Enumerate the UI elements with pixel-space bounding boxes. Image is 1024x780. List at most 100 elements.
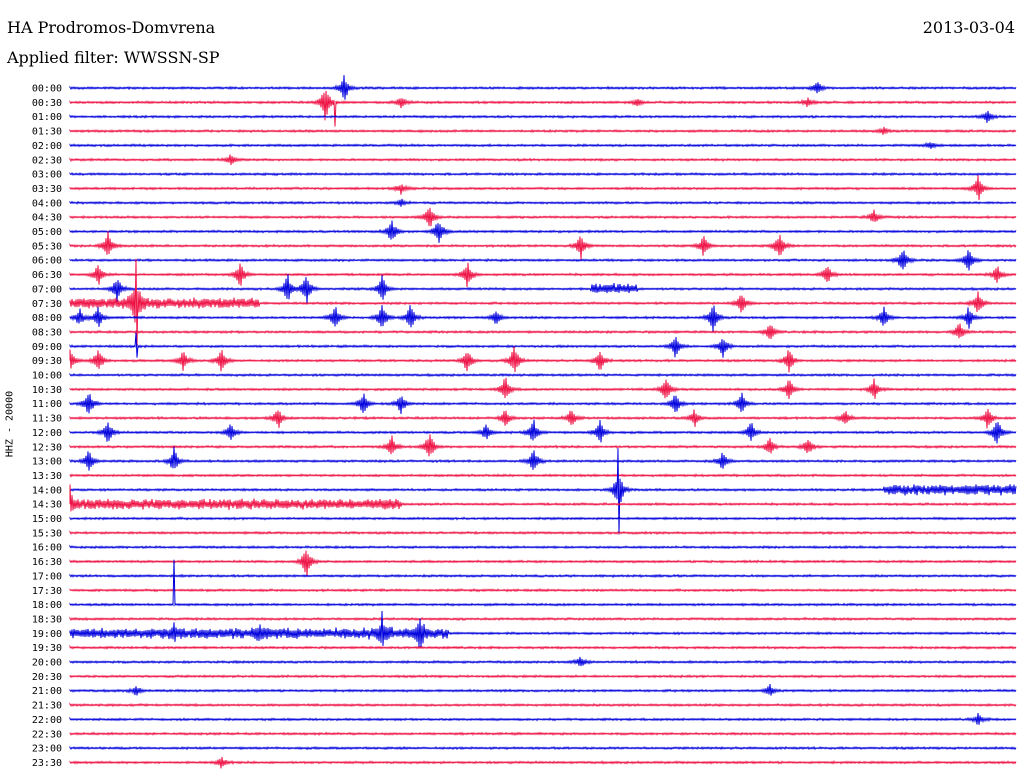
trace-row-31	[69, 530, 1017, 536]
time-label-46: 23:00	[32, 744, 62, 755]
filter-label: Applied filter: WWSSN-SP	[7, 48, 220, 67]
trace-row-39	[69, 644, 1017, 651]
trace-row-1	[69, 90, 1017, 127]
trace-row-8	[69, 198, 1017, 207]
trace-row-0	[69, 75, 1017, 100]
time-label-37: 18:30	[32, 614, 62, 625]
trace-row-12	[69, 250, 1017, 271]
trace-row-17	[69, 323, 1017, 340]
time-label-24: 12:00	[32, 428, 62, 439]
trace-row-44	[69, 713, 1017, 725]
trace-row-2	[69, 110, 1017, 123]
time-label-45: 22:30	[32, 729, 62, 740]
trace-row-13	[69, 262, 1017, 288]
trace-row-7	[69, 175, 1017, 201]
time-label-14: 07:00	[32, 284, 62, 295]
trace-row-14	[69, 274, 1017, 304]
time-label-33: 16:30	[32, 557, 62, 568]
time-label-18: 09:00	[32, 342, 62, 353]
time-label-5: 02:30	[32, 155, 62, 166]
time-label-47: 23:30	[32, 758, 62, 769]
time-label-34: 17:00	[32, 571, 62, 582]
time-label-2: 01:00	[32, 112, 62, 123]
time-label-1: 00:30	[32, 98, 62, 109]
trace-row-37	[69, 616, 1017, 622]
time-label-12: 06:00	[32, 256, 62, 267]
time-label-29: 14:30	[32, 500, 62, 511]
trace-row-28	[69, 448, 1017, 535]
time-label-3: 01:30	[32, 127, 62, 138]
trace-row-23	[69, 408, 1017, 429]
trace-row-35	[69, 588, 1017, 593]
time-label-17: 08:30	[32, 327, 62, 338]
trace-row-32	[69, 544, 1017, 550]
time-label-21: 10:30	[32, 385, 62, 396]
time-label-44: 22:00	[32, 715, 62, 726]
trace-row-9	[69, 207, 1017, 227]
trace-row-33	[69, 550, 1017, 577]
time-label-10: 05:00	[32, 227, 62, 238]
trace-row-11	[69, 231, 1017, 260]
trace-row-15	[69, 258, 1017, 346]
time-label-25: 12:30	[32, 442, 62, 453]
time-label-26: 13:00	[32, 457, 62, 468]
seismic-traces	[69, 75, 1017, 769]
trace-row-29	[69, 484, 1017, 512]
trace-row-10	[69, 220, 1017, 243]
time-label-23: 11:30	[32, 414, 62, 425]
trace-row-43	[69, 702, 1017, 708]
time-labels: 00:00 00:30 01:00 01:30 02:00 02:30 03:00 03:30…	[32, 84, 62, 769]
time-label-28: 14:00	[32, 485, 62, 496]
time-label-32: 16:00	[32, 543, 62, 554]
trace-row-46	[69, 745, 1017, 751]
trace-row-34	[69, 573, 1017, 579]
station-title: HA Prodromos-Domvrena	[7, 18, 216, 37]
trace-row-24	[69, 419, 1017, 444]
time-label-20: 10:00	[32, 371, 62, 382]
trace-row-45	[69, 731, 1017, 736]
time-label-36: 18:00	[32, 600, 62, 611]
time-label-38: 19:00	[32, 629, 62, 640]
record-date: 2013-03-04	[922, 18, 1015, 37]
trace-row-20	[69, 372, 1017, 378]
trace-row-21	[69, 377, 1017, 400]
trace-row-16	[69, 305, 1017, 332]
trace-row-42	[69, 684, 1017, 696]
trace-row-40	[69, 656, 1017, 667]
time-label-15: 07:30	[32, 299, 62, 310]
trace-row-5	[69, 154, 1017, 166]
trace-row-22	[69, 392, 1017, 415]
time-label-30: 15:00	[32, 514, 62, 525]
time-label-4: 02:00	[32, 141, 62, 152]
trace-row-38	[69, 610, 1017, 648]
time-label-7: 03:30	[32, 184, 62, 195]
trace-row-41	[69, 674, 1017, 679]
time-label-0: 00:00	[32, 84, 62, 95]
time-label-13: 06:30	[32, 270, 62, 281]
time-label-39: 19:30	[32, 643, 62, 654]
time-label-11: 05:30	[32, 241, 62, 252]
time-label-35: 17:30	[32, 586, 62, 597]
time-label-43: 21:30	[32, 701, 62, 712]
time-label-16: 08:00	[32, 313, 62, 324]
trace-row-25	[69, 434, 1017, 457]
time-label-8: 04:00	[32, 198, 62, 209]
trace-row-19	[69, 346, 1017, 373]
trace-row-30	[69, 516, 1017, 521]
time-label-9: 04:30	[32, 213, 62, 224]
trace-row-47	[69, 757, 1017, 769]
time-label-41: 20:30	[32, 672, 62, 683]
time-label-22: 11:00	[32, 399, 62, 410]
trace-row-36	[69, 559, 1017, 607]
trace-row-18	[69, 332, 1017, 358]
trace-row-6	[69, 171, 1017, 177]
trace-row-26	[69, 446, 1017, 471]
time-label-40: 20:00	[32, 658, 62, 669]
trace-row-3	[69, 126, 1017, 135]
time-label-42: 21:00	[32, 686, 62, 697]
trace-row-4	[69, 141, 1017, 149]
time-label-19: 09:30	[32, 356, 62, 367]
time-label-27: 13:30	[32, 471, 62, 482]
